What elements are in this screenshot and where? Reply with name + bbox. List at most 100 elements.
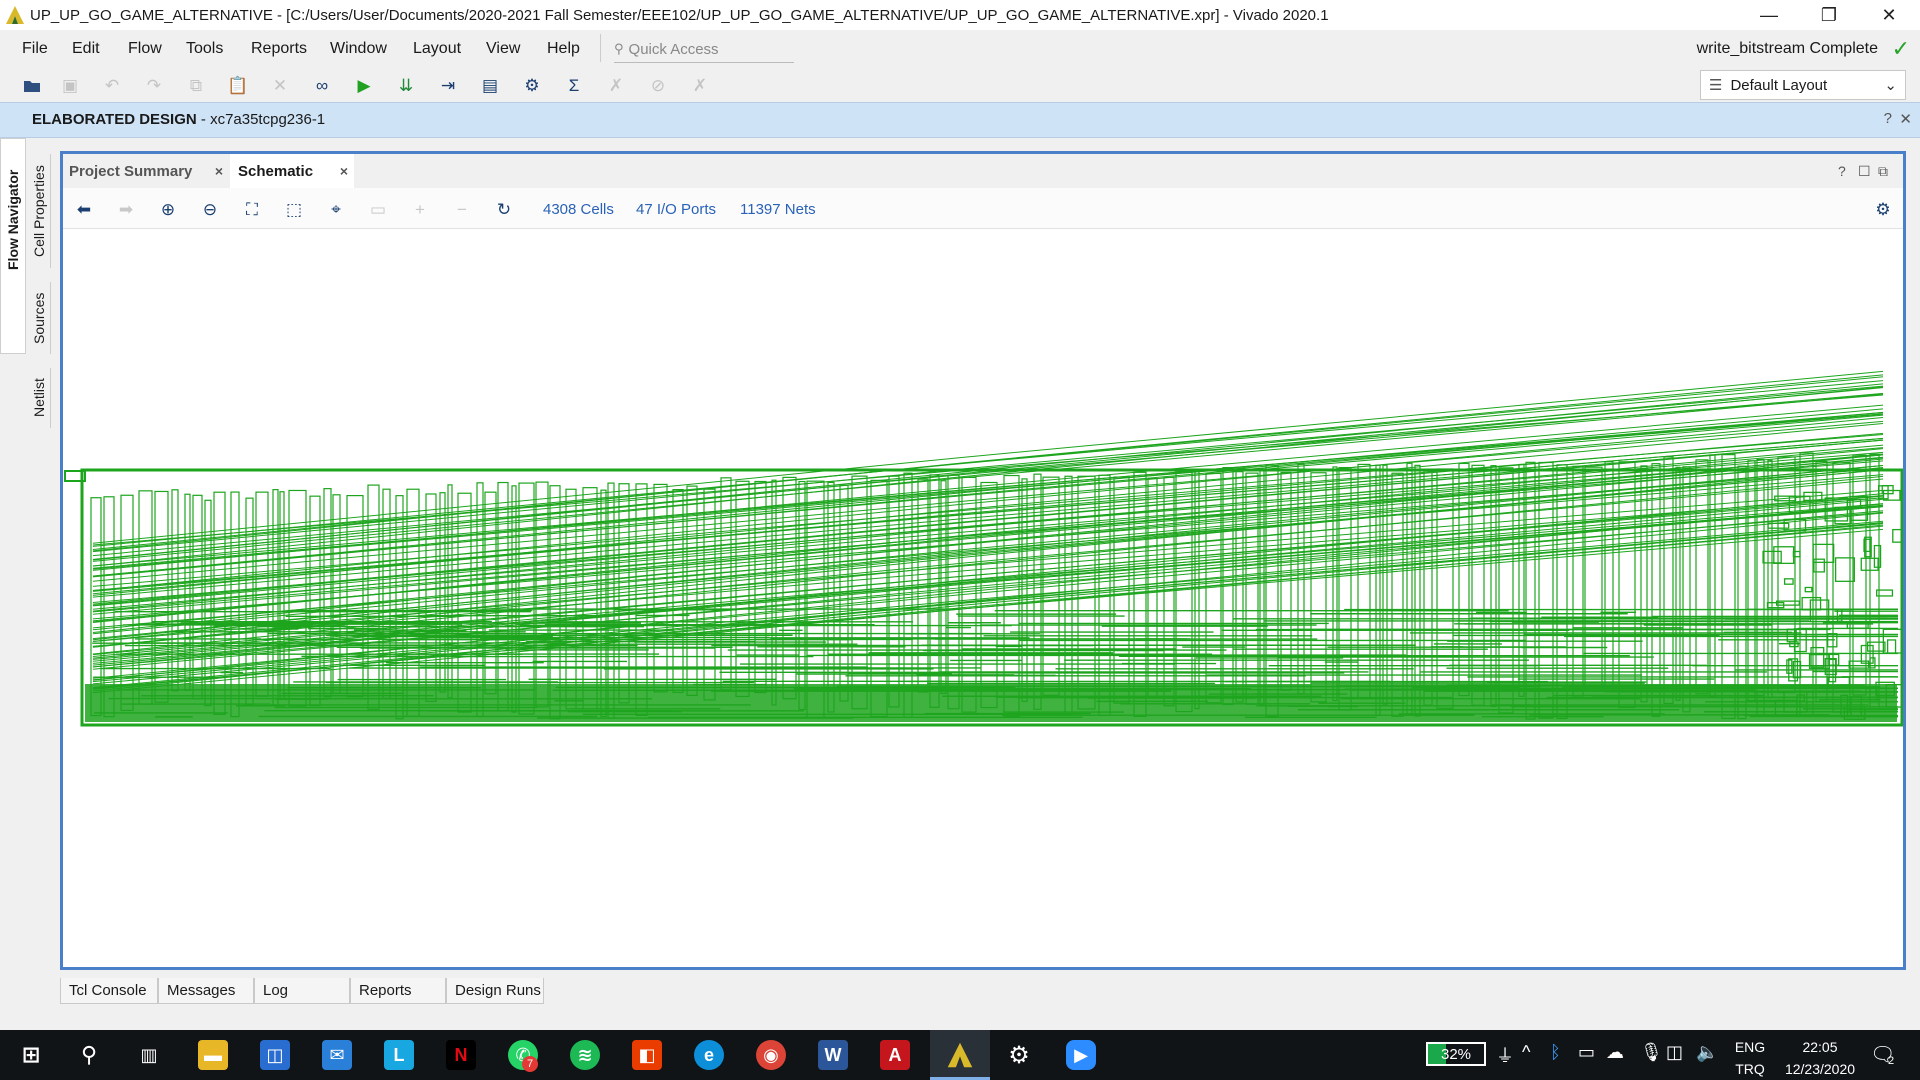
microphone-icon[interactable]: 🎙 xyxy=(1640,1042,1663,1062)
schematic-canvas[interactable] xyxy=(63,229,1906,967)
chrome-icon[interactable]: ◉ xyxy=(756,1040,786,1070)
menu-layout[interactable]: Layout xyxy=(413,40,462,57)
nets-count-link[interactable]: 11397 Nets xyxy=(740,201,816,218)
tab-schematic[interactable]: Schematic × xyxy=(230,154,354,188)
schematic-toolbar xyxy=(63,188,1903,229)
file-explorer-icon[interactable]: ▬ xyxy=(198,1040,228,1070)
paste-icon[interactable]: 📋 xyxy=(227,76,249,95)
collapse-minus-icon[interactable]: − xyxy=(457,200,467,219)
notifications-icon[interactable]: 🗨 xyxy=(1870,1044,1896,1066)
menu-tools[interactable]: Tools xyxy=(186,40,224,57)
redo-icon[interactable]: ↷ xyxy=(146,76,162,95)
schematic-drawing xyxy=(64,370,1906,727)
clock-time: 22:05 xyxy=(1802,1039,1838,1055)
onedrive-icon[interactable]: ☁ xyxy=(1606,1042,1624,1062)
chevron-up-icon[interactable]: ^ xyxy=(1522,1042,1531,1062)
refresh-icon[interactable]: ↻ xyxy=(496,200,512,219)
zoom-icon[interactable]: ▶ xyxy=(1066,1040,1096,1070)
run-synthesis-icon[interactable]: ⇊ xyxy=(398,76,414,95)
find-binoculars-icon[interactable]: ∞ xyxy=(315,76,329,95)
select-crosshair-icon[interactable]: ⌖ xyxy=(331,200,341,219)
save-icon[interactable]: ▣ xyxy=(61,76,79,95)
close-window-button[interactable]: ✕ xyxy=(1881,4,1897,25)
office-icon[interactable]: ◧ xyxy=(632,1040,662,1070)
open-folder-icon[interactable] xyxy=(20,74,44,98)
zoom-area-icon[interactable]: ⬚ xyxy=(285,200,303,219)
menu-help[interactable]: Help xyxy=(547,40,580,57)
spotify-icon[interactable]: ≋ xyxy=(570,1040,600,1070)
word-icon[interactable]: W xyxy=(818,1040,848,1070)
network-icon[interactable]: ◫ xyxy=(1666,1042,1684,1062)
cell-icon[interactable]: ▭ xyxy=(369,200,387,219)
cells-count-link[interactable]: 4308 Cells xyxy=(543,201,614,218)
menu-reports[interactable]: Reports xyxy=(251,40,308,57)
menu-window[interactable]: Window xyxy=(330,40,387,57)
zoom-out-icon[interactable]: ⊖ xyxy=(202,200,218,219)
debug-icon[interactable]: ✗ xyxy=(608,76,624,95)
language-indicator[interactable]: ENG TRQ xyxy=(1730,1036,1770,1080)
microsoft-store-icon[interactable]: ◫ xyxy=(260,1040,290,1070)
settings-gear-icon[interactable]: ⚙ xyxy=(524,76,540,95)
panel-maximize-icon[interactable]: ☐ xyxy=(1858,163,1871,179)
sigma-icon[interactable]: Σ xyxy=(568,76,580,95)
delete-icon[interactable]: ✕ xyxy=(272,76,288,95)
tab-project-summary[interactable]: Project Summary × xyxy=(63,154,229,188)
restore-button[interactable]: ❐ xyxy=(1820,4,1838,25)
menu-file[interactable]: File xyxy=(22,40,48,57)
netflix-icon[interactable]: N xyxy=(446,1040,476,1070)
tab-reports[interactable]: Reports xyxy=(350,978,446,1004)
cancel-icon[interactable]: ⊘ xyxy=(650,76,666,95)
power-plug-icon: ⏚ xyxy=(1496,1046,1514,1066)
display-icon[interactable]: ▭ xyxy=(1578,1042,1596,1062)
undo-icon[interactable]: ↶ xyxy=(104,76,120,95)
clear-icon[interactable]: ✗ xyxy=(692,76,708,95)
zoom-fit-icon[interactable]: ⛶ xyxy=(246,200,258,219)
system-clock[interactable]: 22:05 12/23/2020 xyxy=(1780,1036,1860,1080)
quick-access-input[interactable]: ⚲ Quick Access xyxy=(614,36,794,63)
flow-navigator-tab[interactable]: Flow Navigator xyxy=(5,169,21,271)
minimize-button[interactable]: — xyxy=(1760,4,1778,25)
schematic-settings-gear-icon[interactable]: ⚙ xyxy=(1875,200,1891,219)
layout-dropdown[interactable]: ☰ Default Layout ⌄ xyxy=(1700,70,1906,100)
copy-icon[interactable]: ⧉ xyxy=(189,76,203,95)
windows-start-icon[interactable]: ⊞ xyxy=(21,1042,41,1067)
forward-arrow-icon[interactable]: ➡ xyxy=(118,200,134,219)
banner-close-icon[interactable]: ✕ xyxy=(1899,111,1912,128)
close-tab-icon[interactable]: × xyxy=(339,163,348,179)
search-icon[interactable]: ⚲ xyxy=(80,1042,98,1067)
tab-messages[interactable]: Messages xyxy=(158,978,254,1004)
tab-tcl-console[interactable]: Tcl Console xyxy=(60,978,158,1004)
mail-icon[interactable]: ✉ xyxy=(322,1040,352,1070)
cell-properties-tab[interactable]: Cell Properties xyxy=(28,154,51,268)
app-l-icon[interactable]: L xyxy=(384,1040,414,1070)
run-icon[interactable]: ▶ xyxy=(357,76,371,95)
expand-plus-icon[interactable]: + xyxy=(415,200,425,219)
edge-icon[interactable]: e xyxy=(694,1040,724,1070)
vivado-taskbar-icon xyxy=(947,1042,973,1068)
tab-log[interactable]: Log xyxy=(254,978,350,1004)
netlist-tab[interactable]: Netlist xyxy=(28,368,51,428)
tab-design-runs[interactable]: Design Runs xyxy=(446,978,544,1004)
schematic-outline xyxy=(80,468,1904,727)
task-view-icon[interactable]: ▥ xyxy=(140,1044,158,1065)
sources-tab[interactable]: Sources xyxy=(28,282,51,354)
menu-edit[interactable]: Edit xyxy=(72,40,100,57)
menu-flow[interactable]: Flow xyxy=(128,40,162,57)
panel-float-icon[interactable]: ⧉ xyxy=(1878,163,1888,179)
banner-help-icon[interactable]: ? xyxy=(1883,110,1892,127)
volume-icon[interactable]: 🔈 xyxy=(1696,1042,1719,1062)
language-line-1: ENG xyxy=(1734,1039,1766,1055)
zoom-in-icon[interactable]: ⊕ xyxy=(160,200,176,219)
io-ports-link[interactable]: 47 I/O Ports xyxy=(636,201,717,218)
close-tab-icon[interactable]: × xyxy=(214,163,223,179)
panel-help-icon[interactable]: ? xyxy=(1838,163,1846,179)
acrobat-icon[interactable]: A xyxy=(880,1040,910,1070)
back-arrow-icon[interactable]: ⬅ xyxy=(76,200,92,219)
report-icon[interactable]: ▤ xyxy=(481,76,499,95)
settings-gear-icon[interactable]: ⚙ xyxy=(1008,1041,1030,1069)
battery-indicator[interactable]: 32% xyxy=(1426,1042,1486,1066)
run-implementation-icon[interactable]: ⇥ xyxy=(440,76,456,95)
status-text: write_bitstream Complete xyxy=(1696,40,1878,57)
menu-view[interactable]: View xyxy=(486,40,521,57)
bluetooth-icon[interactable]: ᛒ xyxy=(1550,1042,1561,1062)
